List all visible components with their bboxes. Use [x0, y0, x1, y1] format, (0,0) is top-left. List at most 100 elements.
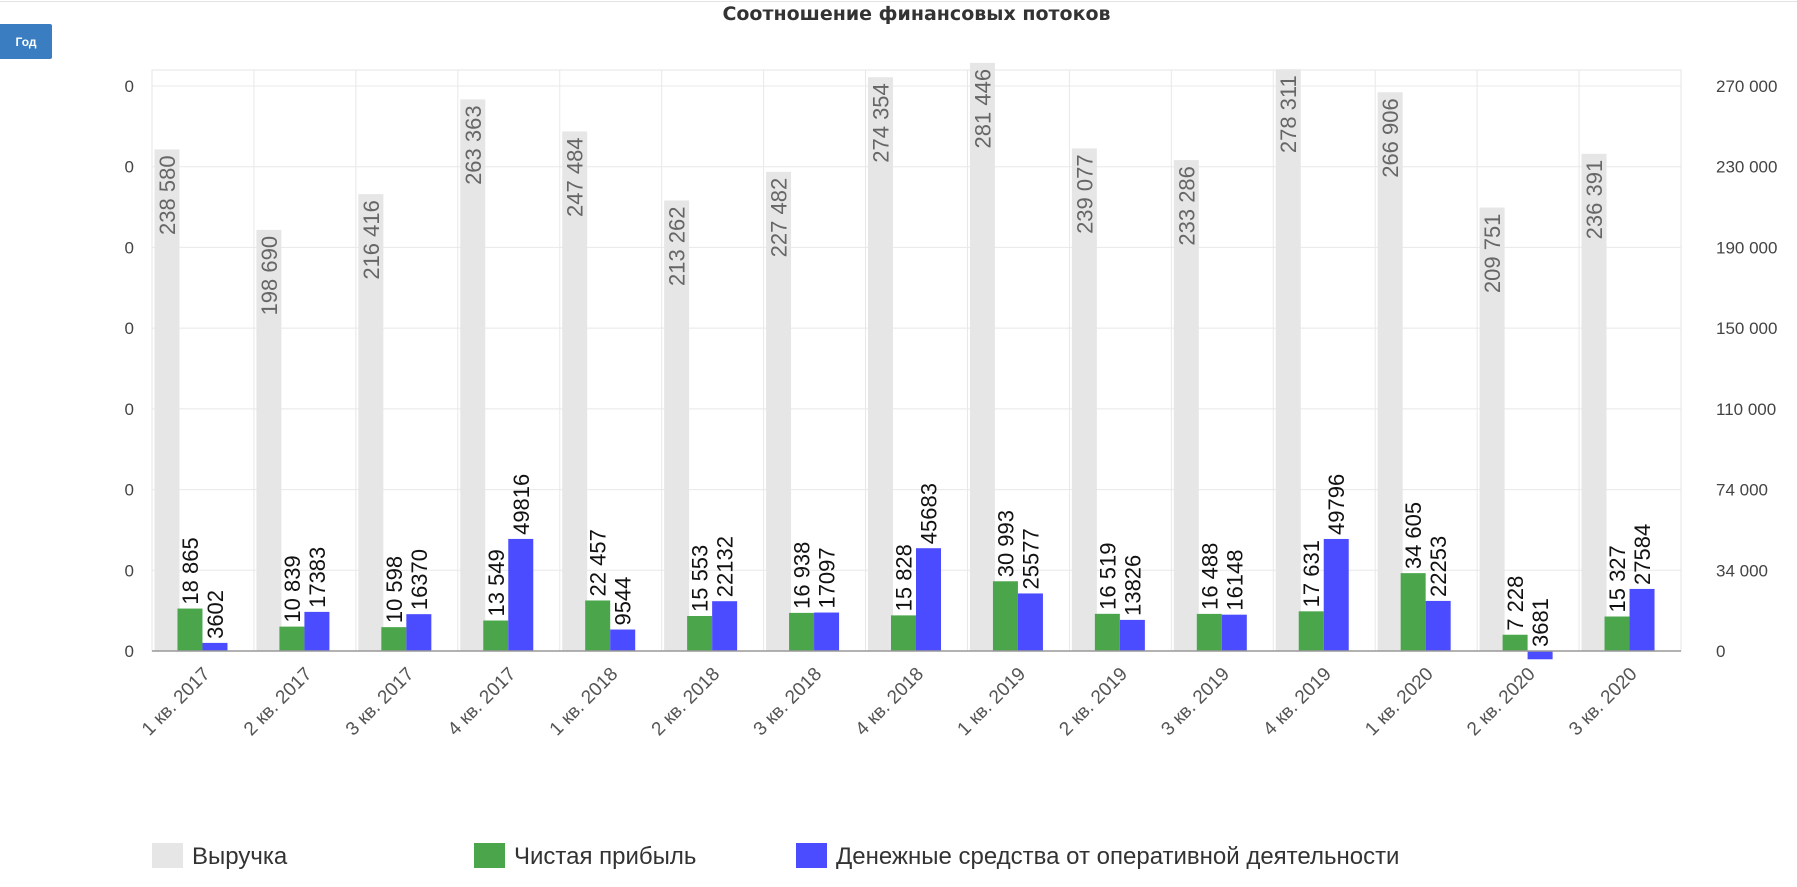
data-label-net-profit: 10 598	[382, 556, 407, 623]
right-axis-tick-label: 74 000	[1716, 481, 1768, 500]
data-label-net-profit: 16 488	[1197, 543, 1222, 610]
bar-revenue	[664, 200, 690, 651]
x-axis-tick-label: 2 кв. 2020	[1463, 664, 1539, 740]
data-label-operating-cash: 3602	[203, 590, 228, 639]
bar-operating-cash	[1629, 588, 1655, 651]
bar-operating-cash	[406, 614, 432, 651]
bar-operating-cash	[202, 642, 228, 651]
right-axis-tick-label: 270 000	[1716, 77, 1777, 96]
bar-net-profit	[483, 620, 509, 651]
x-axis-tick-label: 2 кв. 2017	[240, 664, 316, 740]
bar-net-profit	[585, 600, 611, 651]
data-label-revenue: 266 906	[1378, 98, 1403, 178]
bar-net-profit	[1604, 616, 1630, 651]
bar-net-profit	[381, 627, 407, 651]
data-label-operating-cash: 22132	[713, 536, 738, 597]
bar-revenue	[358, 194, 384, 651]
bar-operating-cash	[1527, 651, 1553, 660]
bar-operating-cash	[1017, 593, 1043, 651]
x-axis-tick-label: 1 кв. 2019	[954, 664, 1030, 740]
left-axis-tick-label: 0	[125, 642, 134, 661]
bar-net-profit	[1400, 573, 1426, 651]
left-axis-tick-label: 0	[125, 400, 134, 419]
bar-net-profit	[1196, 613, 1222, 651]
data-label-operating-cash: 49816	[509, 474, 534, 535]
bar-revenue	[1275, 69, 1301, 651]
bar-net-profit	[687, 616, 713, 651]
data-label-operating-cash: 9544	[611, 577, 636, 626]
data-label-net-profit: 7 228	[1503, 576, 1528, 631]
bar-operating-cash	[1221, 614, 1247, 651]
data-label-revenue: 216 416	[359, 200, 384, 280]
bar-revenue	[562, 131, 588, 651]
bar-net-profit	[1502, 634, 1528, 651]
data-label-net-profit: 18 865	[178, 537, 203, 604]
data-label-net-profit: 22 457	[586, 529, 611, 596]
x-axis-tick-label: 1 кв. 2017	[138, 664, 214, 740]
data-label-revenue: 227 482	[767, 178, 792, 258]
legend-label: Выручка	[192, 843, 288, 870]
bar-revenue	[1377, 92, 1403, 652]
left-axis-tick-label: 0	[125, 319, 134, 338]
bar-operating-cash	[1119, 619, 1145, 651]
x-axis-tick-label: 4 кв. 2017	[444, 664, 520, 740]
left-axis-tick-label: 0	[125, 158, 134, 177]
bar-net-profit	[1094, 613, 1120, 651]
data-label-revenue: 278 311	[1276, 75, 1301, 153]
right-axis-tick-label: 34 000	[1716, 561, 1768, 580]
data-label-net-profit: 15 828	[892, 544, 917, 611]
data-label-revenue: 209 751	[1480, 214, 1505, 294]
left-axis-tick-label: 0	[125, 481, 134, 500]
data-label-revenue: 239 077	[1072, 154, 1097, 234]
x-axis-tick-label: 1 кв. 2020	[1361, 664, 1437, 740]
x-axis-tick-label: 2 кв. 2018	[648, 664, 724, 740]
data-label-revenue: 247 484	[563, 137, 588, 217]
x-axis-tick-label: 3 кв. 2019	[1157, 664, 1233, 740]
data-label-net-profit: 16 519	[1095, 543, 1120, 610]
bar-net-profit	[789, 612, 815, 651]
x-axis-tick-label: 3 кв. 2020	[1565, 664, 1641, 740]
x-axis-tick-label: 3 кв. 2018	[750, 664, 826, 740]
data-label-revenue: 233 286	[1174, 166, 1199, 246]
period-year-button[interactable]: Год	[0, 24, 52, 59]
bar-revenue	[969, 62, 995, 651]
bar-revenue	[1173, 160, 1199, 651]
right-axis-tick-label: 230 000	[1716, 158, 1777, 177]
x-axis-tick-label: 2 кв. 2019	[1055, 664, 1131, 740]
right-axis-tick-label: 190 000	[1716, 238, 1777, 257]
bar-operating-cash	[1425, 600, 1451, 651]
left-axis-tick-label: 0	[125, 561, 134, 580]
data-label-net-profit: 17 631	[1299, 540, 1324, 607]
x-axis-tick-label: 4 кв. 2019	[1259, 664, 1335, 740]
bar-net-profit	[177, 608, 203, 651]
bar-revenue	[1071, 148, 1097, 651]
legend-label: Чистая прибыль	[514, 843, 696, 870]
data-label-operating-cash: 17383	[305, 547, 330, 608]
top-divider	[0, 1, 1797, 2]
data-label-operating-cash: 13826	[1120, 555, 1145, 616]
bar-revenue	[766, 171, 792, 651]
bar-operating-cash	[304, 611, 330, 651]
bar-net-profit	[1298, 611, 1324, 651]
data-label-operating-cash: 3681	[1528, 598, 1553, 647]
bar-operating-cash	[916, 548, 941, 651]
data-label-operating-cash: 16148	[1222, 549, 1247, 610]
data-label-revenue: 274 354	[869, 83, 894, 163]
bar-revenue	[154, 149, 180, 652]
chart-title: Соотношение финансовых потоков	[722, 3, 1110, 25]
bar-operating-cash	[814, 612, 840, 651]
data-label-net-profit: 16 938	[790, 542, 815, 609]
data-label-net-profit: 30 993	[993, 510, 1018, 577]
data-label-operating-cash: 17097	[815, 547, 840, 608]
data-label-operating-cash: 49796	[1324, 474, 1349, 535]
x-axis-tick-label: 1 кв. 2018	[546, 664, 622, 740]
bar-net-profit	[992, 581, 1018, 651]
bar-revenue	[868, 77, 893, 652]
left-axis-tick-label: 0	[125, 77, 134, 96]
legend-swatch	[796, 843, 827, 868]
legend-label: Денежные средства от оперативной деятель…	[836, 843, 1399, 870]
data-label-operating-cash: 45683	[917, 483, 942, 544]
data-label-operating-cash: 22253	[1426, 536, 1451, 597]
bar-revenue	[1581, 153, 1607, 651]
